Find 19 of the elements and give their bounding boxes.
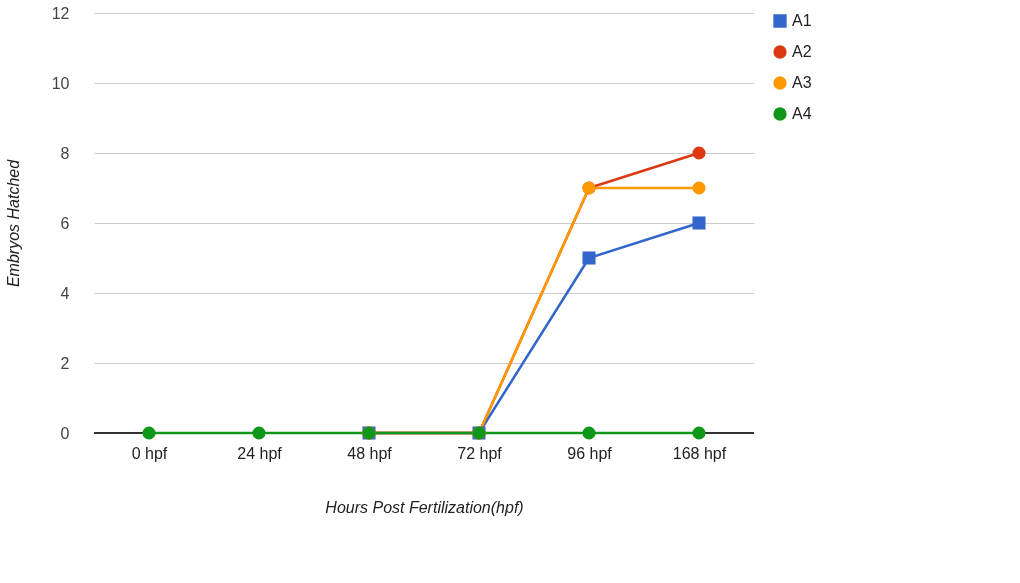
x-axis-title: Hours Post Fertilization(hpf): [325, 498, 524, 516]
y-tick-label: 10: [51, 74, 70, 92]
x-tick-label: 96 hpf: [567, 444, 613, 462]
legend-label: A4: [792, 105, 812, 122]
x-tick-label: 168 hpf: [672, 444, 727, 462]
x-tick-label: 0 hpf: [131, 444, 168, 462]
x-tick-label: 72 hpf: [457, 444, 503, 462]
y-tick-label: 4: [60, 284, 70, 302]
y-tick-label: 12: [51, 4, 70, 22]
y-axis-title: Embryos Hatched: [4, 158, 22, 288]
y-tick-label: 0: [60, 424, 70, 442]
y-tick-label: 6: [60, 214, 70, 232]
legend-label: A2: [792, 43, 812, 60]
x-tick-label: 48 hpf: [347, 444, 393, 462]
x-tick-label: 24 hpf: [237, 444, 283, 462]
legend-label: A3: [792, 74, 812, 91]
legend-label: A1: [792, 12, 812, 29]
y-tick-label: 2: [60, 354, 70, 372]
y-tick-label: 8: [60, 144, 70, 162]
